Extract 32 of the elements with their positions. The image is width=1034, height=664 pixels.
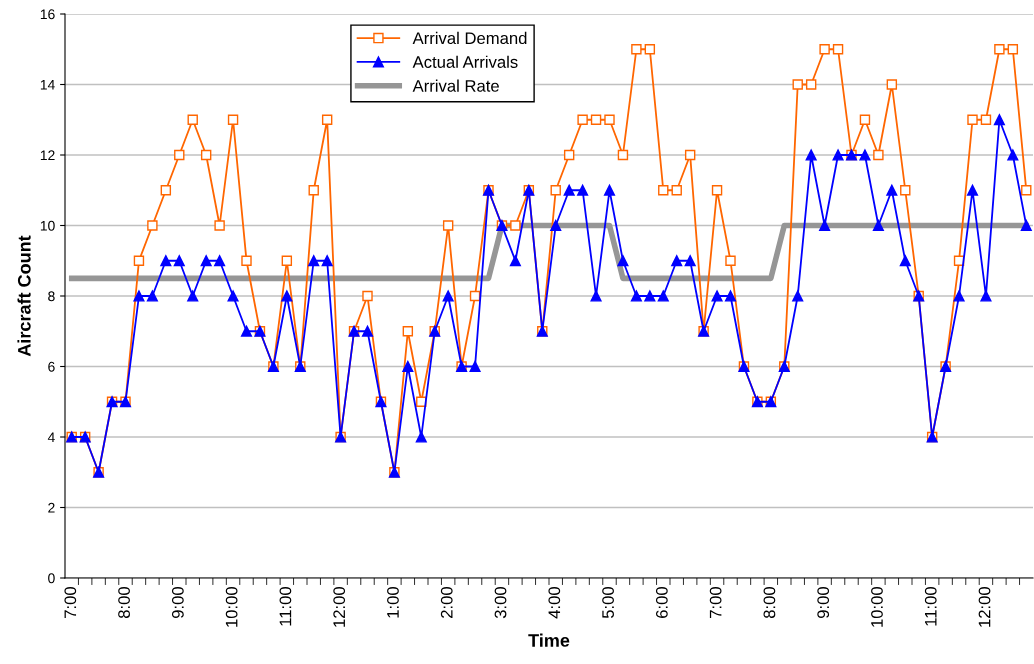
x-tick-label: 11:00 (924, 586, 937, 626)
x-tick-label: 9:00 (817, 586, 830, 618)
x-tick-label: 7:00 (64, 586, 77, 618)
x-tick-label: 12:00 (978, 586, 991, 627)
y-tick-label: 10 (40, 220, 55, 231)
y-tick-label: 6 (48, 361, 55, 372)
x-tick-label: 3:00 (494, 586, 507, 619)
x-tick-label: 7:00 (709, 586, 722, 618)
legend-label: Arrival Rate (412, 79, 499, 92)
y-tick-label: 8 (48, 291, 55, 302)
y-tick-label: 12 (40, 150, 55, 161)
y-tick-label: 16 (40, 9, 55, 20)
x-tick-label: 12:00 (333, 586, 346, 627)
x-tick-label: 10:00 (225, 586, 238, 627)
y-tick-label: 2 (48, 502, 55, 513)
legend-label: Arrival Demand (412, 31, 527, 45)
y-tick-label: 0 (48, 573, 55, 584)
x-tick-label: 1:00 (387, 586, 399, 618)
x-tick-label: 11:00 (279, 586, 292, 626)
x-tick-label: 5:00 (602, 586, 614, 619)
y-axis-title: Aircraft Count (17, 235, 31, 357)
legend-label: Actual Arrivals (412, 55, 518, 68)
x-tick-label: 8:00 (763, 586, 776, 619)
x-tick-label: 4:00 (548, 586, 561, 619)
x-tick-label: 10:00 (871, 586, 883, 627)
x-tick-label: 9:00 (171, 586, 184, 618)
y-tick-label: 4 (47, 432, 55, 443)
x-tick-label: 2:00 (440, 586, 453, 618)
x-tick-label: 6:00 (655, 586, 668, 618)
x-tick-label: 8:00 (118, 586, 130, 619)
y-tick-label: 14 (40, 79, 55, 90)
x-axis-title: Time (528, 633, 570, 647)
